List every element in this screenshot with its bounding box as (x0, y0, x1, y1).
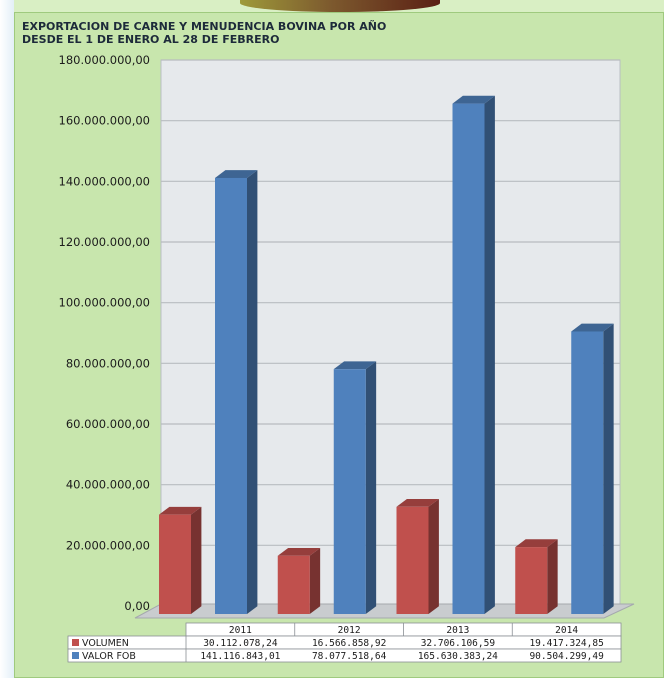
bar-top (159, 506, 202, 515)
y-tick-label: 0,00 (124, 599, 150, 613)
decorative-header-shape (240, 0, 440, 12)
data-value-label: 141.116.843,01 (200, 651, 280, 662)
x-category-label: 2014 (555, 625, 578, 636)
legend-swatch (72, 639, 79, 646)
data-value-label: 30.112.078,24 (203, 638, 278, 649)
x-category-label: 2011 (229, 625, 252, 636)
data-value-label: 165.630.383,24 (418, 651, 498, 662)
bar-side (547, 539, 558, 614)
data-value-label: 16.566.858,92 (312, 638, 386, 649)
legend-label: VOLUMEN (82, 638, 129, 649)
chart-title: EXPORTACION DE CARNE Y MENUDENCIA BOVINA… (22, 20, 582, 46)
bar-volumen-2014 (515, 547, 548, 614)
chart-title-line-2: DESDE EL 1 DE ENERO AL 28 DE FEBRERO (22, 33, 280, 46)
bar-top (571, 323, 614, 332)
bar-volumen-2013 (396, 506, 429, 614)
bar-top (333, 361, 377, 370)
data-value-label: 19.417.324,85 (529, 638, 603, 649)
y-tick-label: 140.000.000,00 (59, 174, 150, 188)
bar-side (309, 547, 321, 614)
bar-side (365, 361, 377, 614)
bar-top (396, 498, 439, 507)
bar-top (215, 170, 258, 178)
bar-volumen-2012 (277, 555, 310, 614)
legend-label: VALOR FOB (82, 651, 136, 662)
y-tick-label: 40.000.000,00 (66, 478, 150, 492)
bar-top (277, 547, 321, 556)
y-tick-label: 100.000.000,00 (59, 296, 150, 310)
data-value-label: 90.504.299,49 (529, 651, 604, 662)
y-tick-label: 180.000.000,00 (59, 53, 150, 67)
floor-surface (134, 603, 635, 619)
y-tick-label: 120.000.000,00 (59, 235, 150, 249)
y-tick-label: 60.000.000,00 (66, 417, 150, 431)
y-tick-label: 20.000.000,00 (66, 538, 150, 552)
bar-side (247, 170, 258, 614)
chart-title-line-1: EXPORTACION DE CARNE Y MENUDENCIA BOVINA… (22, 20, 387, 33)
bar-side (428, 498, 439, 614)
table-row-valor-fob (67, 648, 622, 663)
legend-swatch (72, 652, 79, 659)
bars (159, 95, 614, 615)
x-category-label: 2013 (446, 625, 469, 636)
y-tick-label: 80.000.000,00 (66, 356, 150, 370)
bar-side (191, 506, 202, 614)
bar-valor-fob-2013 (452, 103, 485, 615)
bar-valor-fob-2014 (571, 331, 604, 614)
x-category-label: 2012 (338, 625, 361, 636)
y-tick-label: 160.000.000,00 (59, 114, 150, 128)
data-table: 2011 2012 2013 2014 VOLUMEN 30.112.078,24 16.5… (67, 622, 622, 663)
chart-floor (134, 603, 635, 619)
background-fade (0, 0, 14, 678)
bar-side (484, 95, 495, 614)
bar-top (515, 539, 558, 548)
data-value-label: 32.706.106,59 (421, 638, 496, 649)
bar-valor-fob-2011 (215, 177, 247, 615)
bar-valor-fob-2012 (333, 369, 366, 614)
bar-side (603, 323, 614, 614)
bar-top (452, 95, 495, 104)
bar-volumen-2011 (159, 514, 191, 614)
data-value-label: 78.077.518,64 (312, 651, 387, 662)
y-axis-tick-labels: 0,00 20.000.000,00 40.000.000,00 60.000.000… (59, 53, 150, 613)
